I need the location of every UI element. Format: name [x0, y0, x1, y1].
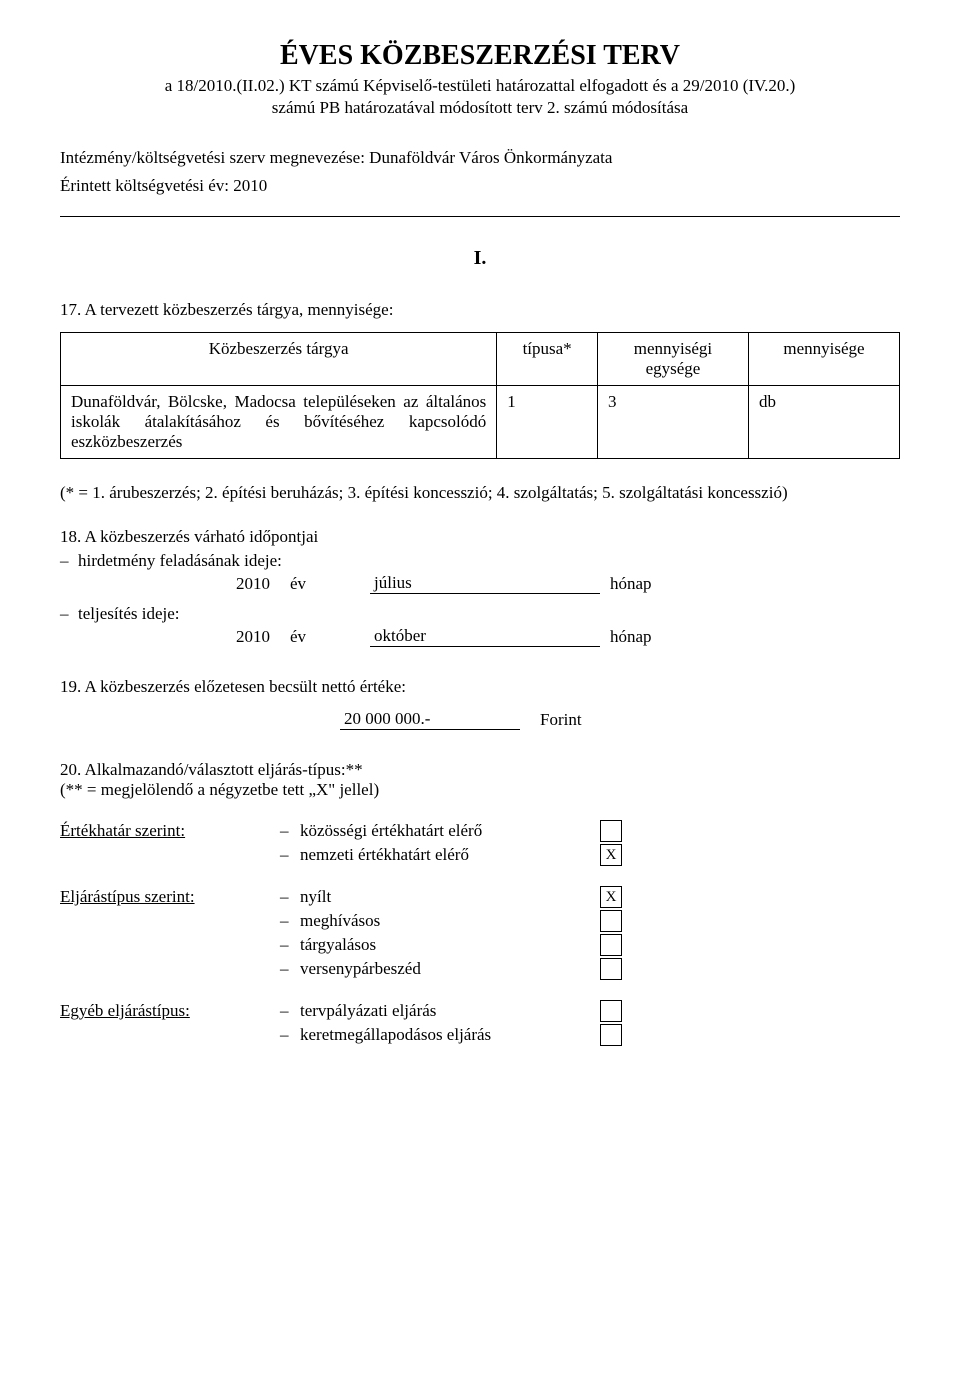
- td-subject: Dunaföldvár, Bölcske, Madocsa települése…: [61, 386, 497, 459]
- opt-text: tárgyalásos: [300, 935, 600, 955]
- honap-1: hónap: [600, 574, 680, 594]
- dash: –: [280, 935, 300, 955]
- section-18: 18. A közbeszerzés várható időpontjai – …: [60, 527, 900, 647]
- th-type: típusa*: [497, 333, 598, 386]
- main-title: ÉVES KÖZBESZERZÉSI TERV: [60, 40, 900, 72]
- checkbox[interactable]: [600, 1024, 622, 1046]
- dash: –: [280, 959, 300, 979]
- estimated-value-row: 20 000 000.- Forint: [60, 709, 900, 730]
- sec20-line1: 20. Alkalmazandó/választott eljárás-típu…: [60, 760, 900, 780]
- opt-text: keretmegállapodásos eljárás: [300, 1025, 600, 1045]
- month-field-1: július: [370, 573, 600, 594]
- threshold-block: Értékhatár szerint: – közösségi értékhat…: [60, 820, 900, 866]
- opt-text: nyílt: [300, 887, 600, 907]
- month-field-2: október: [370, 626, 600, 647]
- opt-text: meghívásos: [300, 911, 600, 931]
- dash: –: [280, 887, 300, 907]
- dash: –: [280, 1001, 300, 1021]
- subtitle-line-1: a 18/2010.(II.02.) KT számú Képviselő-te…: [60, 76, 900, 96]
- sec18-row1-label: hirdetmény feladásának ideje:: [78, 551, 282, 571]
- opt-text: nemzeti értékhatárt elérő: [300, 845, 600, 865]
- procedure-type-label: Eljárástípus szerint:: [60, 887, 280, 907]
- th-subject: Közbeszerzés tárgya: [61, 333, 497, 386]
- dash: –: [60, 551, 78, 571]
- dash: –: [280, 1025, 300, 1045]
- section-18-heading: 18. A közbeszerzés várható időpontjai: [60, 527, 900, 547]
- td-type: 1: [497, 386, 598, 459]
- checkbox[interactable]: [600, 958, 622, 980]
- dash: –: [60, 604, 78, 624]
- procedure-type-block: Eljárástípus szerint: – nyílt X – meghív…: [60, 886, 900, 980]
- subtitle-line-2: számú PB határozatával módosított terv 2…: [60, 98, 900, 118]
- dash: –: [280, 911, 300, 931]
- checkbox[interactable]: [600, 934, 622, 956]
- th-unit: mennyiségi egysége: [597, 333, 748, 386]
- td-qty: db: [748, 386, 899, 459]
- title-block: ÉVES KÖZBESZERZÉSI TERV a 18/2010.(II.02…: [60, 40, 900, 118]
- currency-label: Forint: [520, 710, 900, 730]
- td-unit: 3: [597, 386, 748, 459]
- ev-2: év: [290, 627, 330, 647]
- checkbox[interactable]: [600, 910, 622, 932]
- opt-text: közösségi értékhatárt elérő: [300, 821, 600, 841]
- opt-text: tervpályázati eljárás: [300, 1001, 600, 1021]
- intro-line-1: Intézmény/költségvetési szerv megnevezés…: [60, 148, 900, 168]
- threshold-label: Értékhatár szerint:: [60, 821, 280, 841]
- checkbox[interactable]: [600, 820, 622, 842]
- opt-text: versenypárbeszéd: [300, 959, 600, 979]
- intro-line-2: Érintett költségvetési év: 2010: [60, 176, 900, 196]
- divider: [60, 216, 900, 217]
- roman-numeral: I.: [60, 247, 900, 270]
- year-2: 2010: [60, 627, 290, 647]
- sec20-line2: (** = megjelölendő a négyzetbe tett „X" …: [60, 780, 900, 800]
- dash: –: [280, 821, 300, 841]
- checkbox[interactable]: [600, 1000, 622, 1022]
- section-19-heading: 19. A közbeszerzés előzetesen becsült ne…: [60, 677, 900, 697]
- procurement-table: Közbeszerzés tárgya típusa* mennyiségi e…: [60, 332, 900, 459]
- table-header-row: Közbeszerzés tárgya típusa* mennyiségi e…: [61, 333, 900, 386]
- ev-1: év: [290, 574, 330, 594]
- section-20-heading: 20. Alkalmazandó/választott eljárás-típu…: [60, 760, 900, 800]
- dash: –: [280, 845, 300, 865]
- estimated-amount: 20 000 000.-: [340, 709, 520, 730]
- year-1: 2010: [60, 574, 290, 594]
- other-procedure-block: Egyéb eljárástípus: – tervpályázati eljá…: [60, 1000, 900, 1046]
- type-legend: (* = 1. árubeszerzés; 2. építési beruház…: [60, 483, 900, 503]
- sec18-row2-label: teljesítés ideje:: [78, 604, 180, 624]
- checkbox[interactable]: X: [600, 844, 622, 866]
- honap-2: hónap: [600, 627, 680, 647]
- table-row: Dunaföldvár, Bölcske, Madocsa települése…: [61, 386, 900, 459]
- checkbox[interactable]: X: [600, 886, 622, 908]
- section-17-heading: 17. A tervezett közbeszerzés tárgya, men…: [60, 300, 900, 320]
- other-procedure-label: Egyéb eljárástípus:: [60, 1001, 280, 1021]
- th-qty: mennyisége: [748, 333, 899, 386]
